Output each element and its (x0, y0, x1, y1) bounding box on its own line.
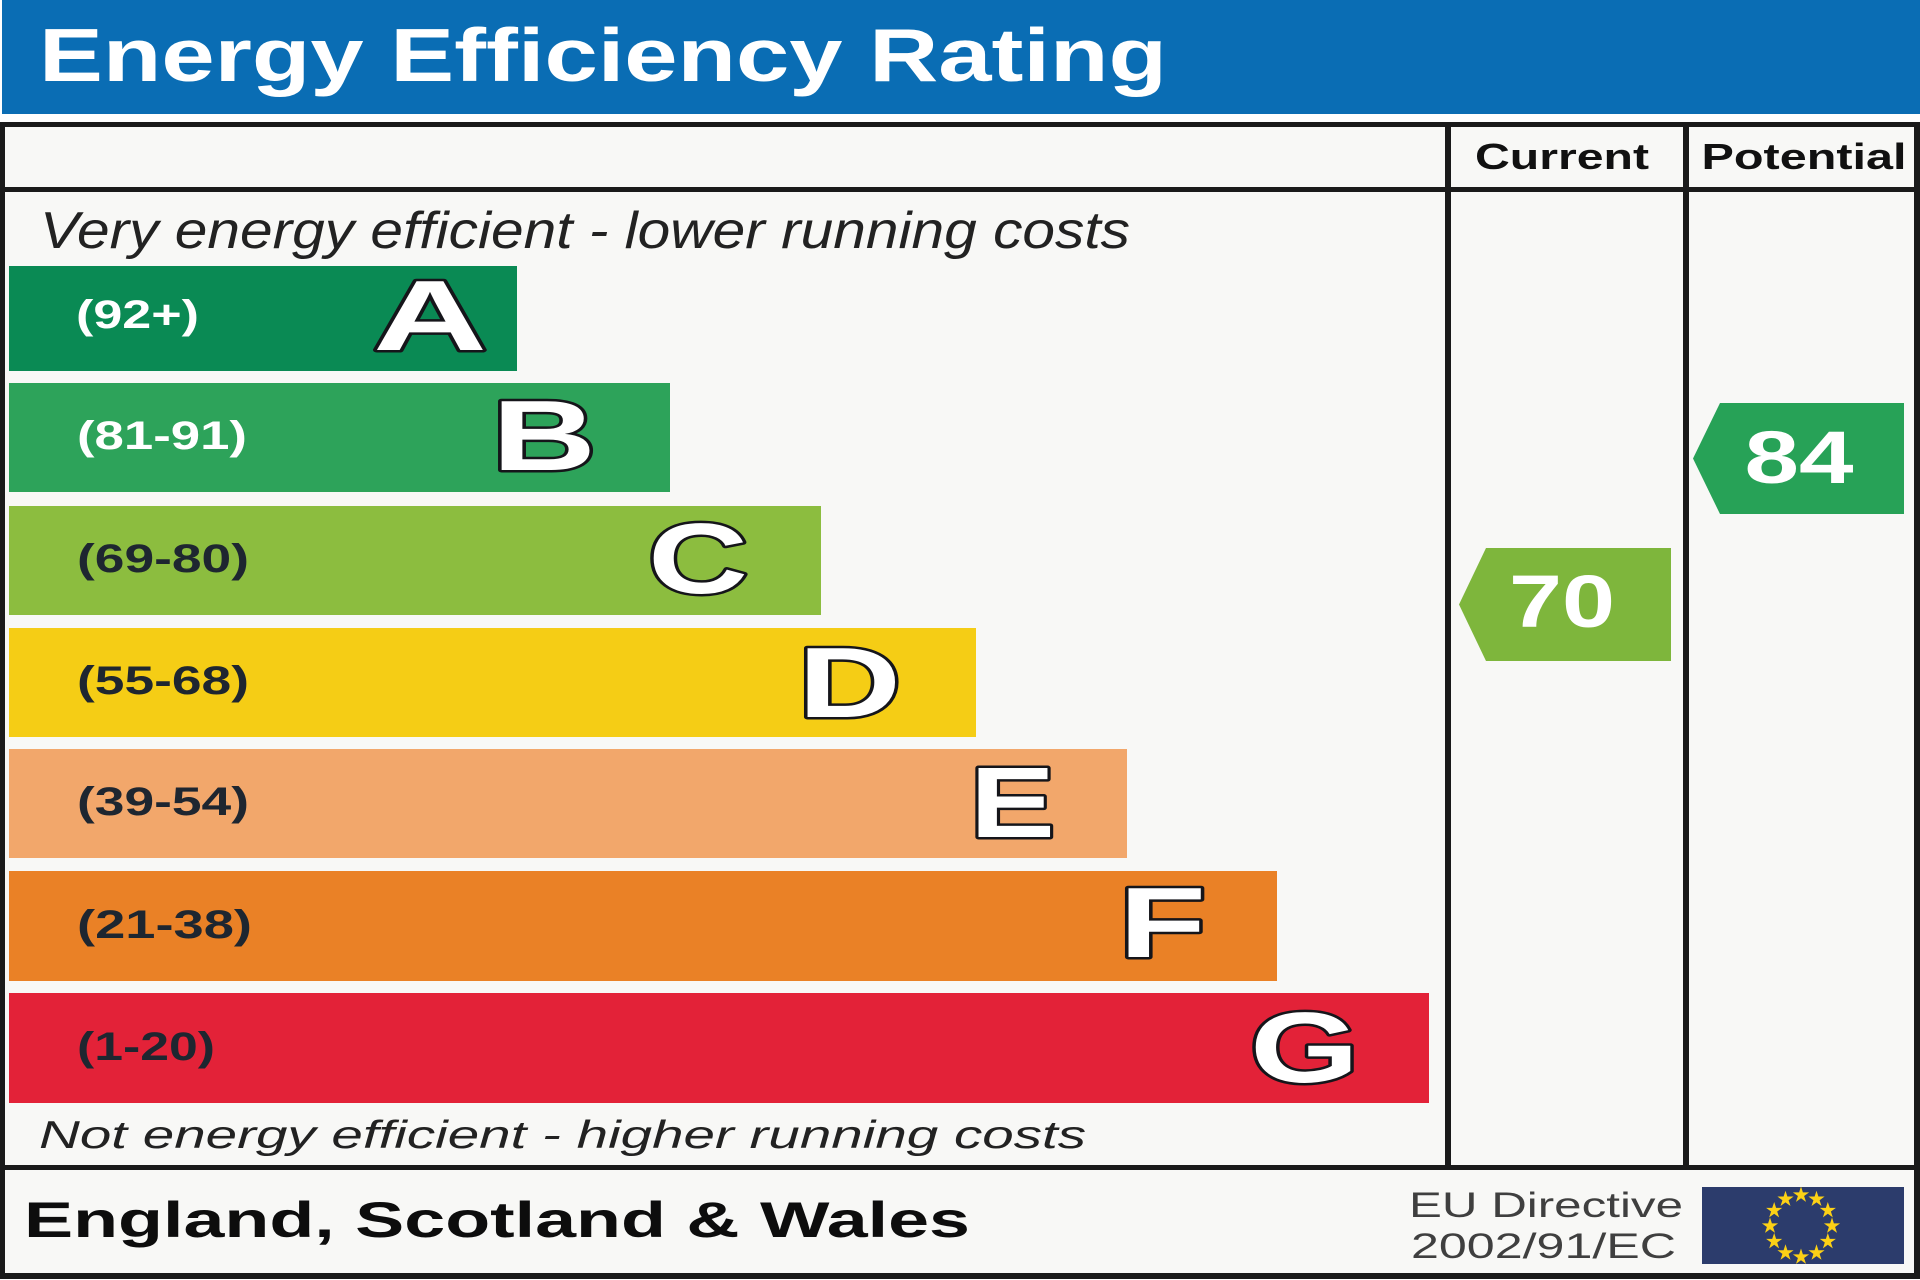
svg-text:E: E (970, 747, 1055, 859)
svg-text:D: D (798, 627, 901, 739)
svg-text:(39-54): (39-54) (77, 780, 249, 824)
svg-text:84: 84 (1745, 416, 1854, 499)
svg-text:Energy Efficiency Rating: Energy Efficiency Rating (39, 13, 1167, 97)
svg-text:(55-68): (55-68) (77, 659, 249, 703)
svg-text:B: B (492, 380, 596, 492)
svg-text:(92+): (92+) (76, 293, 199, 337)
svg-text:(21-38): (21-38) (77, 903, 252, 947)
svg-text:A: A (373, 260, 487, 372)
svg-text:England, Scotland & Wales: England, Scotland & Wales (24, 1192, 970, 1248)
svg-text:(69-80): (69-80) (77, 537, 249, 581)
svg-text:Current: Current (1475, 136, 1649, 177)
svg-text:(1-20): (1-20) (77, 1025, 215, 1069)
svg-text:C: C (648, 503, 748, 615)
svg-text:(81-91): (81-91) (77, 414, 247, 458)
svg-text:Potential: Potential (1702, 136, 1907, 177)
svg-text:F: F (1119, 867, 1206, 979)
svg-text:70: 70 (1509, 560, 1615, 643)
svg-text:Very energy efficient - lower: Very energy efficient - lower running co… (40, 202, 1130, 260)
svg-text:Not energy efficient - higher: Not energy efficient - higher running co… (39, 1114, 1086, 1157)
svg-text:EU Directive: EU Directive (1409, 1186, 1683, 1225)
svg-text:2002/91/EC: 2002/91/EC (1411, 1227, 1676, 1266)
svg-text:G: G (1250, 992, 1359, 1104)
